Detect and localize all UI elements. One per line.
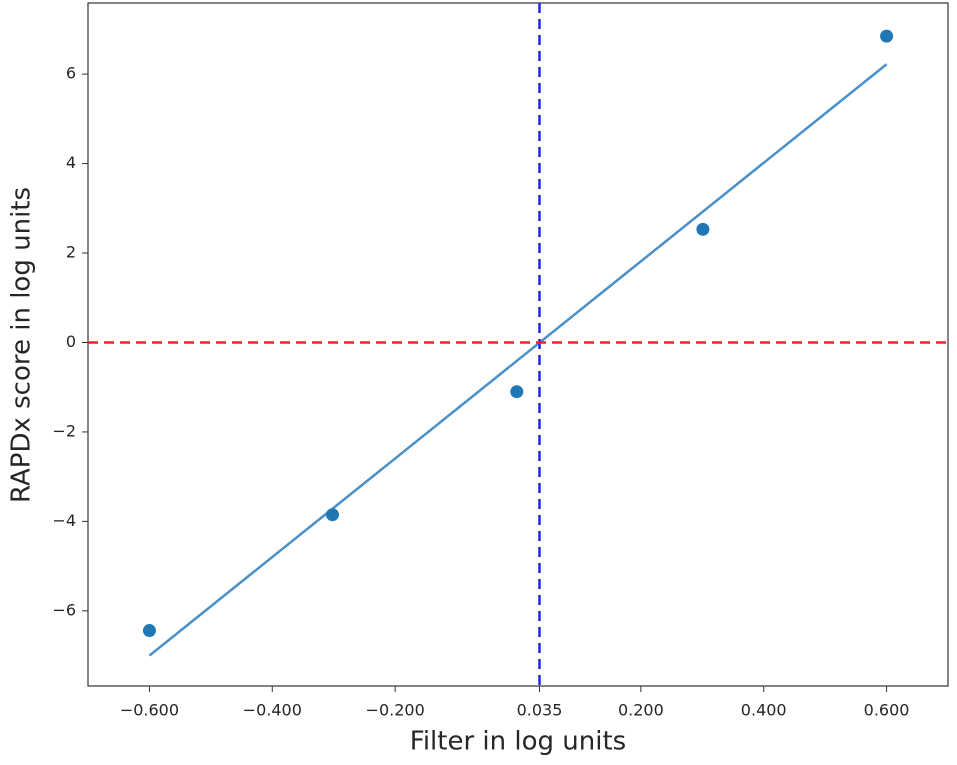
- x-axis-label: Filter in log units: [410, 727, 626, 757]
- x-tick-label: 0.200: [618, 701, 664, 720]
- data-point: [880, 29, 894, 43]
- x-tick-label: −0.200: [366, 701, 425, 720]
- y-tick-label: 0: [66, 332, 76, 351]
- x-tick-label: −0.400: [243, 701, 302, 720]
- y-tick-label: −6: [52, 600, 76, 619]
- x-tick-label: 0.400: [741, 701, 787, 720]
- fit-line: [148, 63, 888, 657]
- y-tick-label: 2: [66, 243, 76, 262]
- y-tick-label: 4: [66, 153, 76, 172]
- y-tick-label: −4: [52, 511, 76, 530]
- x-tick-label: −0.600: [120, 701, 179, 720]
- x-tick-label: 0.035: [517, 701, 563, 720]
- data-point: [325, 508, 339, 522]
- data-point: [696, 222, 710, 236]
- y-tick-label: −2: [52, 421, 76, 440]
- y-axis-label: RAPDx score in log units: [7, 187, 37, 503]
- data-point: [142, 624, 156, 638]
- plot-frame: [87, 2, 949, 687]
- x-tick-label: 0.600: [864, 701, 910, 720]
- y-tick-label: 6: [66, 64, 76, 83]
- data-point: [510, 385, 524, 399]
